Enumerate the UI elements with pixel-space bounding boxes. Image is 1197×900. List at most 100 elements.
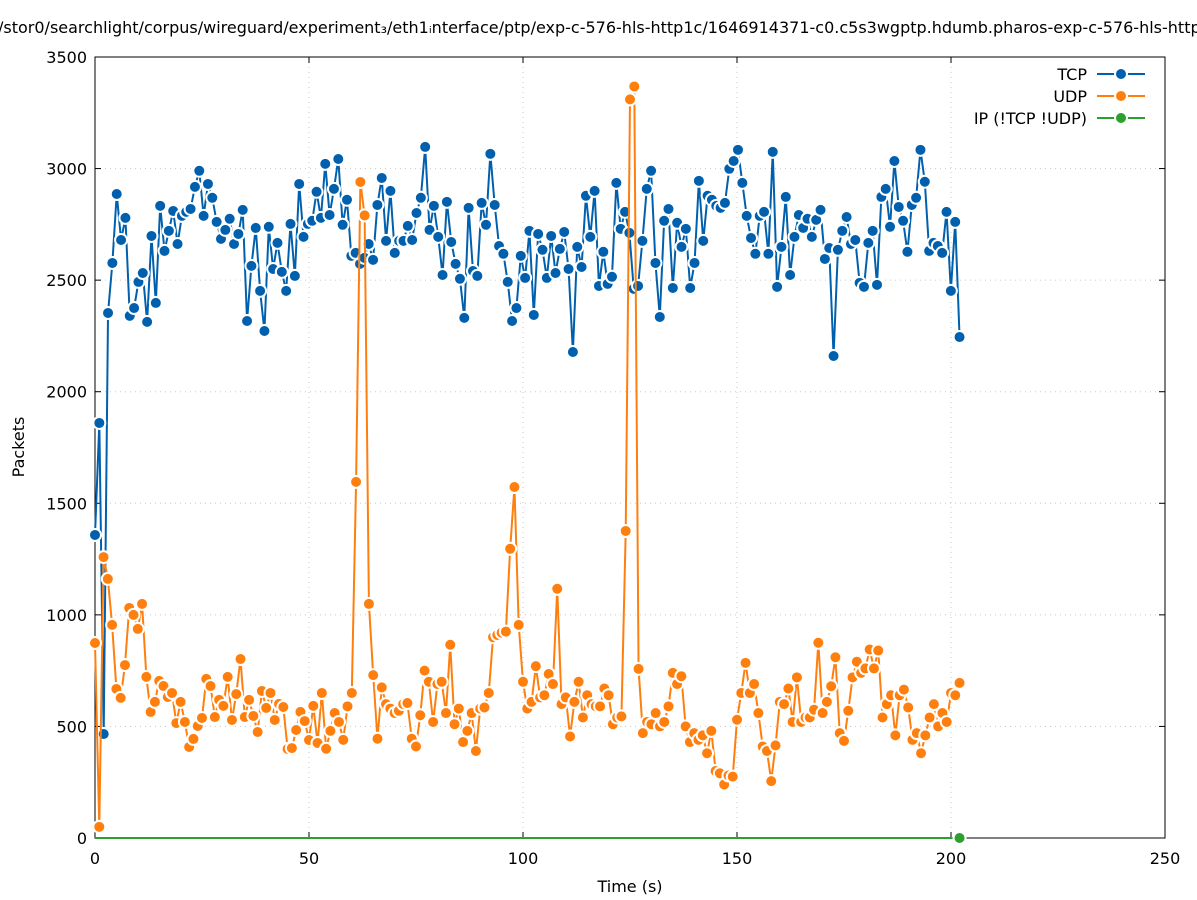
data-point — [678, 221, 693, 236]
data-point — [448, 256, 463, 271]
data-point — [192, 163, 207, 178]
data-point — [289, 722, 304, 737]
data-point — [627, 79, 642, 94]
data-point — [246, 708, 261, 723]
data-point — [279, 283, 294, 298]
data-point — [235, 202, 250, 217]
data-point — [768, 738, 783, 753]
data-point — [878, 181, 893, 196]
data-point — [439, 194, 454, 209]
data-point — [819, 694, 834, 709]
data-point — [824, 679, 839, 694]
y-tick-label: 0 — [77, 829, 87, 848]
data-point — [88, 527, 102, 542]
data-point — [435, 268, 450, 283]
data-point — [117, 658, 132, 673]
data-point — [148, 295, 163, 310]
data-point — [518, 270, 533, 285]
data-point — [574, 259, 589, 274]
data-point — [674, 669, 689, 684]
data-point — [426, 714, 441, 729]
data-point — [657, 213, 672, 228]
data-point — [292, 176, 307, 191]
data-point — [443, 637, 458, 652]
data-point — [195, 710, 209, 725]
data-point — [209, 214, 224, 229]
data-point — [631, 661, 646, 676]
data-point — [470, 268, 485, 283]
data-point — [498, 624, 513, 639]
data-point — [887, 153, 902, 168]
data-point — [173, 694, 188, 709]
data-point — [725, 769, 740, 784]
series-layer — [88, 79, 967, 845]
data-point — [96, 550, 111, 565]
data-point — [544, 228, 559, 243]
data-point — [100, 571, 115, 586]
data-point — [374, 680, 389, 695]
data-point — [901, 700, 916, 715]
data-point — [511, 617, 526, 632]
data-point — [587, 183, 602, 198]
data-point — [870, 277, 885, 292]
data-point — [366, 252, 381, 267]
data-point — [804, 229, 819, 244]
data-point — [105, 255, 120, 270]
data-point — [139, 669, 154, 684]
data-point — [481, 685, 496, 700]
data-point — [739, 208, 754, 223]
data-point — [770, 279, 785, 294]
data-point — [507, 479, 522, 494]
data-point — [487, 197, 502, 212]
data-point — [319, 741, 334, 756]
x-tick-label: 200 — [936, 849, 967, 868]
data-point — [875, 710, 890, 725]
data-point — [361, 596, 376, 611]
data-point — [865, 223, 880, 238]
data-point — [631, 278, 646, 293]
y-tick-label: 3000 — [46, 160, 87, 179]
data-point — [531, 226, 546, 241]
data-point — [413, 708, 428, 723]
data-point — [314, 685, 329, 700]
data-point — [783, 268, 798, 283]
data-point — [250, 725, 265, 740]
data-point — [405, 232, 420, 247]
x-axis-label: Time (s) — [596, 877, 662, 896]
data-point — [183, 201, 198, 216]
data-point — [548, 266, 563, 281]
data-point — [457, 310, 472, 325]
data-point — [400, 695, 415, 710]
data-point — [596, 244, 611, 259]
data-point — [614, 709, 629, 724]
data-point — [500, 274, 515, 289]
data-point — [837, 733, 851, 748]
y-axis-label: Packets — [9, 417, 28, 478]
axes: 0 500 1000 1500 2000 2500 3000 3500 0 50 100 150 200… — [46, 48, 1180, 868]
data-point — [461, 200, 476, 215]
data-point — [917, 174, 932, 189]
data-point — [326, 181, 341, 196]
data-point — [240, 313, 255, 328]
data-point — [747, 677, 762, 692]
data-point — [276, 700, 291, 715]
data-point — [744, 230, 759, 245]
y-tick-label: 1500 — [46, 494, 87, 513]
data-point — [787, 229, 802, 244]
data-point — [130, 621, 145, 636]
data-point — [205, 190, 220, 205]
data-point — [452, 271, 467, 286]
data-point — [896, 682, 911, 697]
data-point — [339, 192, 354, 207]
data-point — [242, 692, 257, 707]
data-point — [778, 189, 793, 204]
data-point — [322, 207, 337, 222]
data-point — [717, 195, 732, 210]
data-point — [357, 208, 372, 223]
data-point — [177, 714, 192, 729]
data-point — [323, 723, 338, 738]
data-point — [948, 214, 963, 229]
data-point — [913, 142, 928, 157]
data-point — [952, 675, 967, 690]
data-point — [479, 217, 494, 232]
